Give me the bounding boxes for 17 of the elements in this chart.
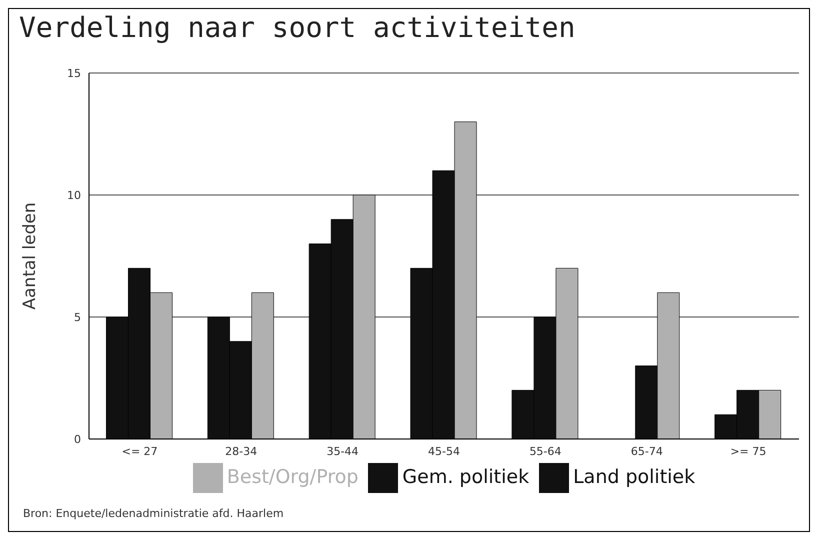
chart-title: Verdeling naar soort activiteiten bbox=[19, 11, 576, 44]
x-tick-label: >= 75 bbox=[730, 444, 766, 458]
x-tick-label: 65-74 bbox=[630, 444, 663, 458]
x-tick-label: 45-54 bbox=[428, 444, 460, 458]
y-tick-label: 15 bbox=[67, 66, 81, 80]
x-tick-label: <= 27 bbox=[122, 444, 158, 458]
legend-label: Best/Org/Prop bbox=[226, 466, 358, 488]
y-tick-label: 0 bbox=[74, 432, 81, 446]
x-tick-label: 55-64 bbox=[529, 444, 562, 458]
text: Bron: Enquete/ledenadministratie afd. Haarlem bbox=[23, 507, 284, 520]
legend-label: Gem. politiek bbox=[402, 466, 530, 488]
x-tick-label: 28-34 bbox=[225, 444, 258, 458]
y-axis-title: Aantal leden bbox=[20, 202, 40, 310]
x-tick-label: 35-44 bbox=[326, 444, 359, 458]
y-tick-label: 5 bbox=[74, 310, 81, 324]
legend-label: Land politiek bbox=[573, 466, 696, 488]
y-tick-label: 10 bbox=[67, 188, 81, 202]
